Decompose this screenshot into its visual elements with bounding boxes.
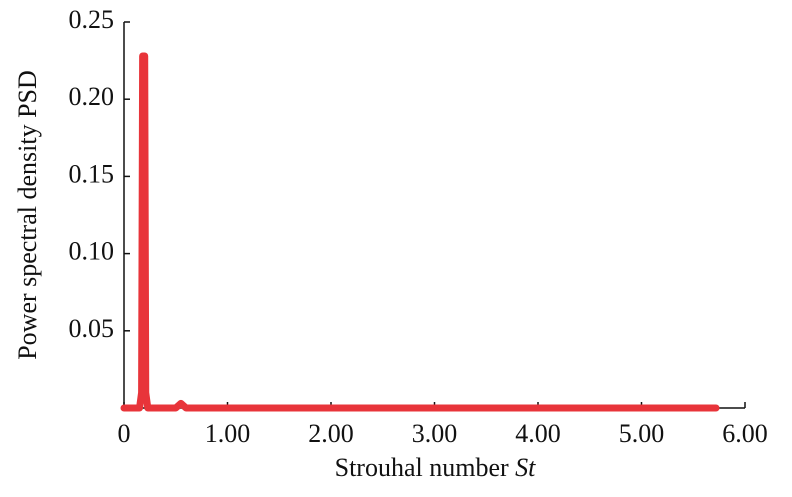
x-tick-label: 0 bbox=[118, 419, 131, 448]
y-tick-label: 0.05 bbox=[69, 314, 115, 343]
x-axis-label: Strouhal number St bbox=[335, 453, 537, 482]
x-tick-label: 3.00 bbox=[412, 419, 458, 448]
x-axis-label-symbol: St bbox=[515, 453, 536, 482]
x-tick-label: 1.00 bbox=[205, 419, 251, 448]
y-tick-label: 0.20 bbox=[69, 82, 115, 111]
x-tick-label: 6.00 bbox=[722, 419, 768, 448]
x-tick-label: 4.00 bbox=[515, 419, 561, 448]
x-tick-label: 5.00 bbox=[619, 419, 665, 448]
y-tick-label: 0.15 bbox=[69, 159, 115, 188]
y-axis-label: Power spectral density PSD bbox=[13, 70, 42, 360]
y-tick-label: 0.25 bbox=[69, 5, 115, 34]
psd-line bbox=[120, 52, 720, 412]
y-tick-label: 0.10 bbox=[69, 237, 115, 266]
x-tick-label: 2.00 bbox=[308, 419, 354, 448]
x-axis-label-text: Strouhal number bbox=[335, 453, 509, 482]
